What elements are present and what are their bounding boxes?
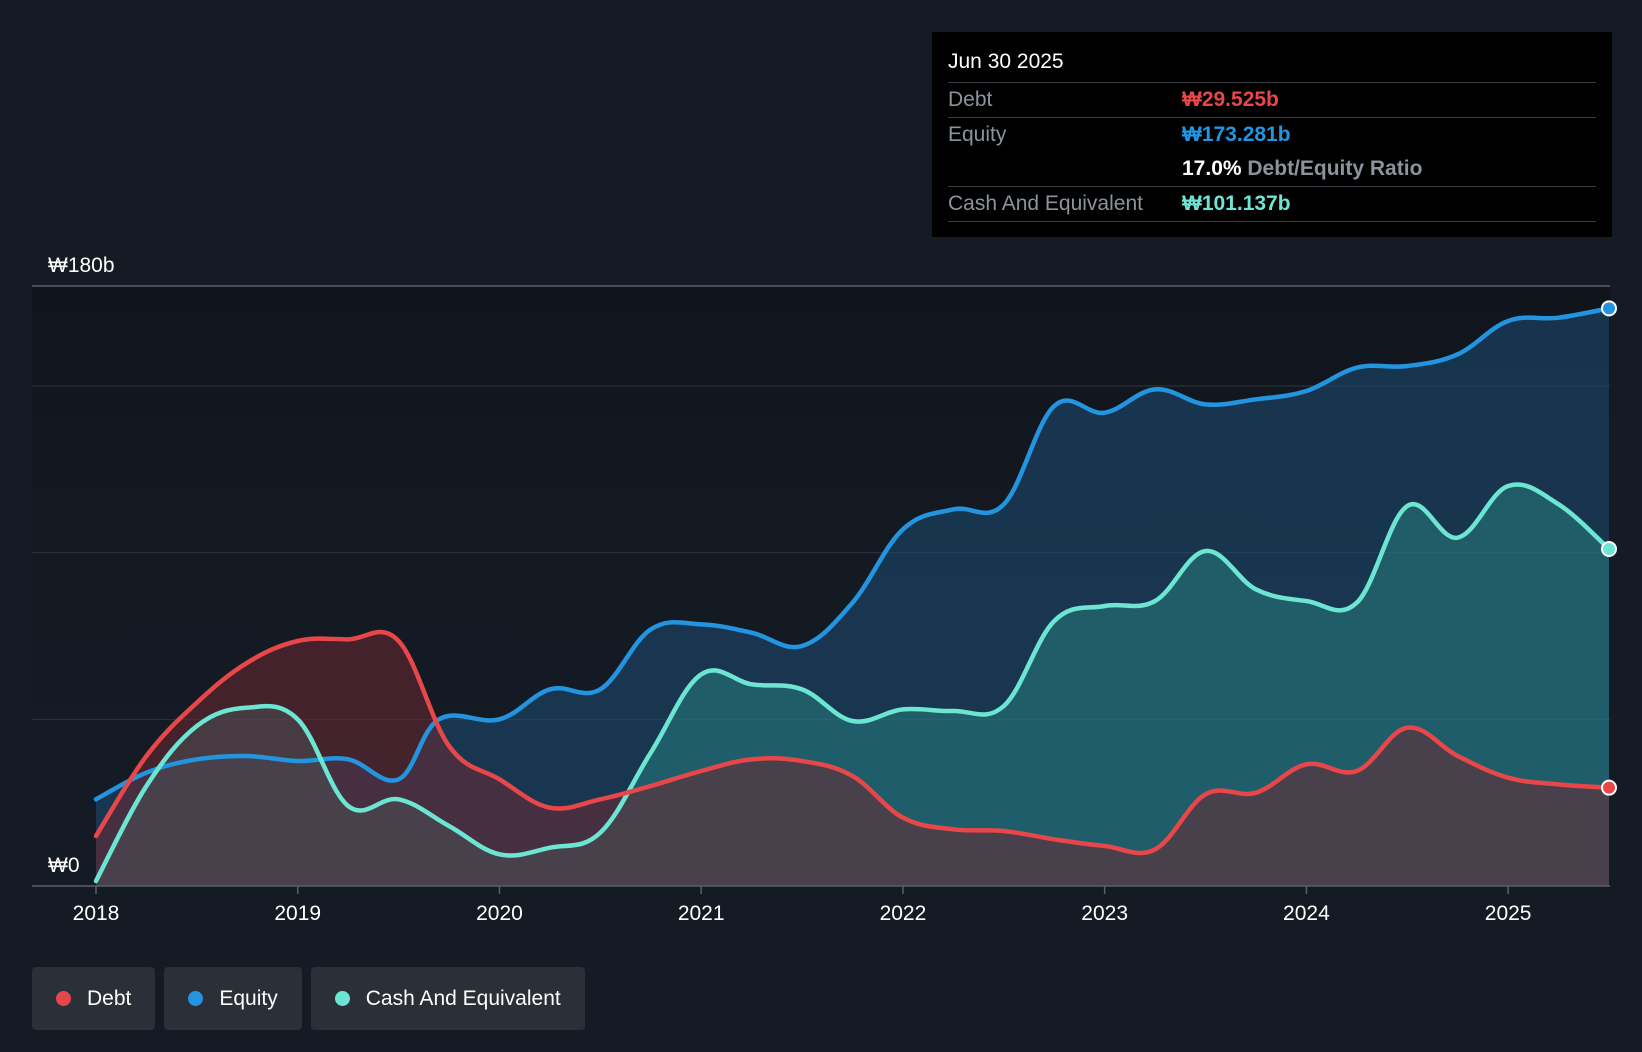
tooltip-row-ratio: 17.0% Debt/Equity Ratio bbox=[948, 152, 1596, 187]
legend-label-cash: Cash And Equivalent bbox=[365, 986, 561, 1010]
tooltip-debt-value: ₩29.525b bbox=[1182, 88, 1279, 111]
debt-end-point bbox=[1601, 779, 1617, 796]
x-tick-label-2018: 2018 bbox=[73, 902, 120, 925]
tooltip-ratio-label: Debt/Equity Ratio bbox=[1247, 157, 1423, 180]
cash-end-point bbox=[1601, 541, 1617, 557]
tooltip-equity-label: Equity bbox=[948, 123, 1007, 146]
cash-area bbox=[96, 484, 1609, 886]
series-lines bbox=[93, 306, 1612, 884]
x-tick-label-2021: 2021 bbox=[678, 902, 725, 925]
x-tick-label-2023: 2023 bbox=[1081, 902, 1128, 925]
tooltip-row-cash: Cash And Equivalent ₩101.137b bbox=[948, 187, 1596, 222]
tooltip-debt-label: Debt bbox=[948, 88, 993, 111]
tooltip-cash-value: ₩101.137b bbox=[1182, 192, 1291, 215]
x-tick-label-2024: 2024 bbox=[1283, 902, 1330, 925]
debt-area bbox=[96, 632, 1609, 886]
tooltip-ratio-value: 17.0% bbox=[1182, 157, 1242, 180]
tooltip-equity-value: ₩173.281b bbox=[1182, 123, 1291, 146]
y-tick-label-180: ₩180b bbox=[48, 254, 115, 277]
y-tick-label-0: ₩0 bbox=[48, 854, 80, 877]
legend-item-debt[interactable]: Debt bbox=[32, 967, 156, 1030]
x-tick-label-2020: 2020 bbox=[476, 902, 523, 925]
axes: 2018 2019 2020 2021 2022 2023 2024 2025 ₩180b ₩0 bbox=[32, 254, 1610, 925]
x-tick-label-2025: 2025 bbox=[1485, 902, 1532, 925]
hover-tooltip: Jun 30 2025 Debt ₩29.525b Equity ₩173.28… bbox=[932, 32, 1612, 237]
equity-end-point bbox=[1601, 300, 1617, 317]
legend-label-debt: Debt bbox=[87, 986, 132, 1010]
series-end-markers bbox=[1601, 300, 1617, 796]
chart-legend: Debt Equity Cash And Equivalent bbox=[32, 967, 585, 1030]
tooltip-date: Jun 30 2025 bbox=[948, 32, 1596, 83]
tooltip-ratio: 17.0% Debt/Equity Ratio bbox=[1182, 152, 1422, 186]
legend-item-equity[interactable]: Equity bbox=[164, 967, 302, 1030]
tooltip-cash-label: Cash And Equivalent bbox=[948, 192, 1143, 215]
x-tick-label-2022: 2022 bbox=[880, 902, 927, 925]
equity-dot-icon bbox=[188, 991, 204, 1006]
cash-dot-icon bbox=[334, 991, 350, 1006]
legend-label-equity: Equity bbox=[219, 986, 278, 1010]
legend-item-cash[interactable]: Cash And Equivalent bbox=[310, 967, 585, 1030]
x-tick-label-2019: 2019 bbox=[274, 902, 321, 925]
debt-line bbox=[93, 629, 1612, 856]
equity-area bbox=[96, 308, 1609, 887]
tooltip-row-equity: Equity ₩173.281b bbox=[948, 118, 1596, 152]
series-areas bbox=[96, 308, 1609, 887]
cash-line bbox=[93, 482, 1612, 884]
tooltip-row-debt: Debt ₩29.525b bbox=[948, 83, 1596, 118]
debt-dot-icon bbox=[56, 991, 71, 1006]
equity-line bbox=[93, 306, 1612, 802]
